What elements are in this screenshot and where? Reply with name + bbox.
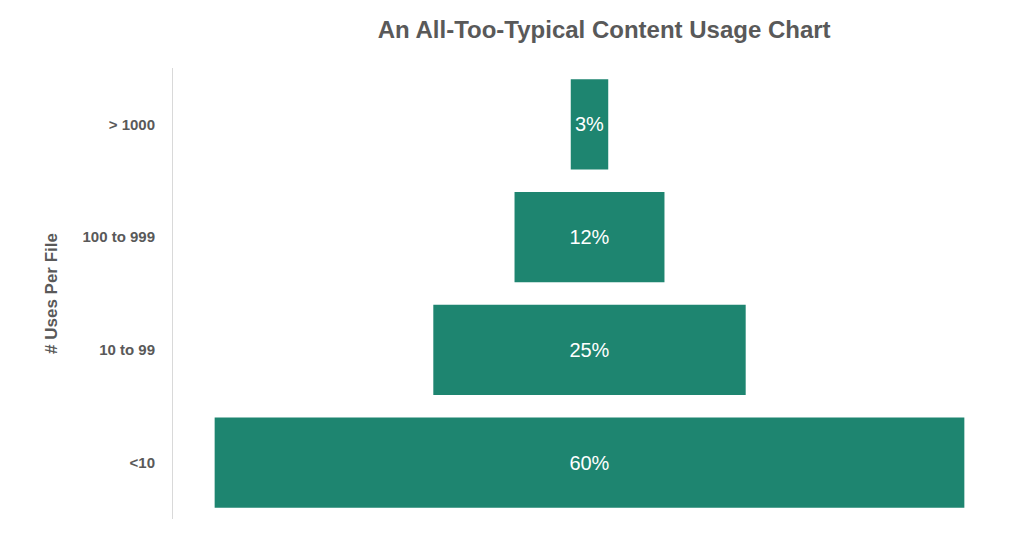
svg-text:> 1000: > 1000	[109, 116, 155, 133]
svg-text:<10: <10	[130, 454, 155, 471]
svg-text:An All-Too-Typical Content Usa: An All-Too-Typical Content Usage Chart	[378, 16, 831, 43]
svg-text:25%: 25%	[569, 339, 609, 361]
svg-text:# Uses Per File: # Uses Per File	[42, 233, 61, 354]
svg-text:10 to 99: 10 to 99	[99, 341, 155, 358]
svg-text:3%: 3%	[575, 113, 604, 135]
svg-text:12%: 12%	[569, 226, 609, 248]
svg-text:100 to 999: 100 to 999	[82, 228, 155, 245]
svg-text:60%: 60%	[569, 452, 609, 474]
